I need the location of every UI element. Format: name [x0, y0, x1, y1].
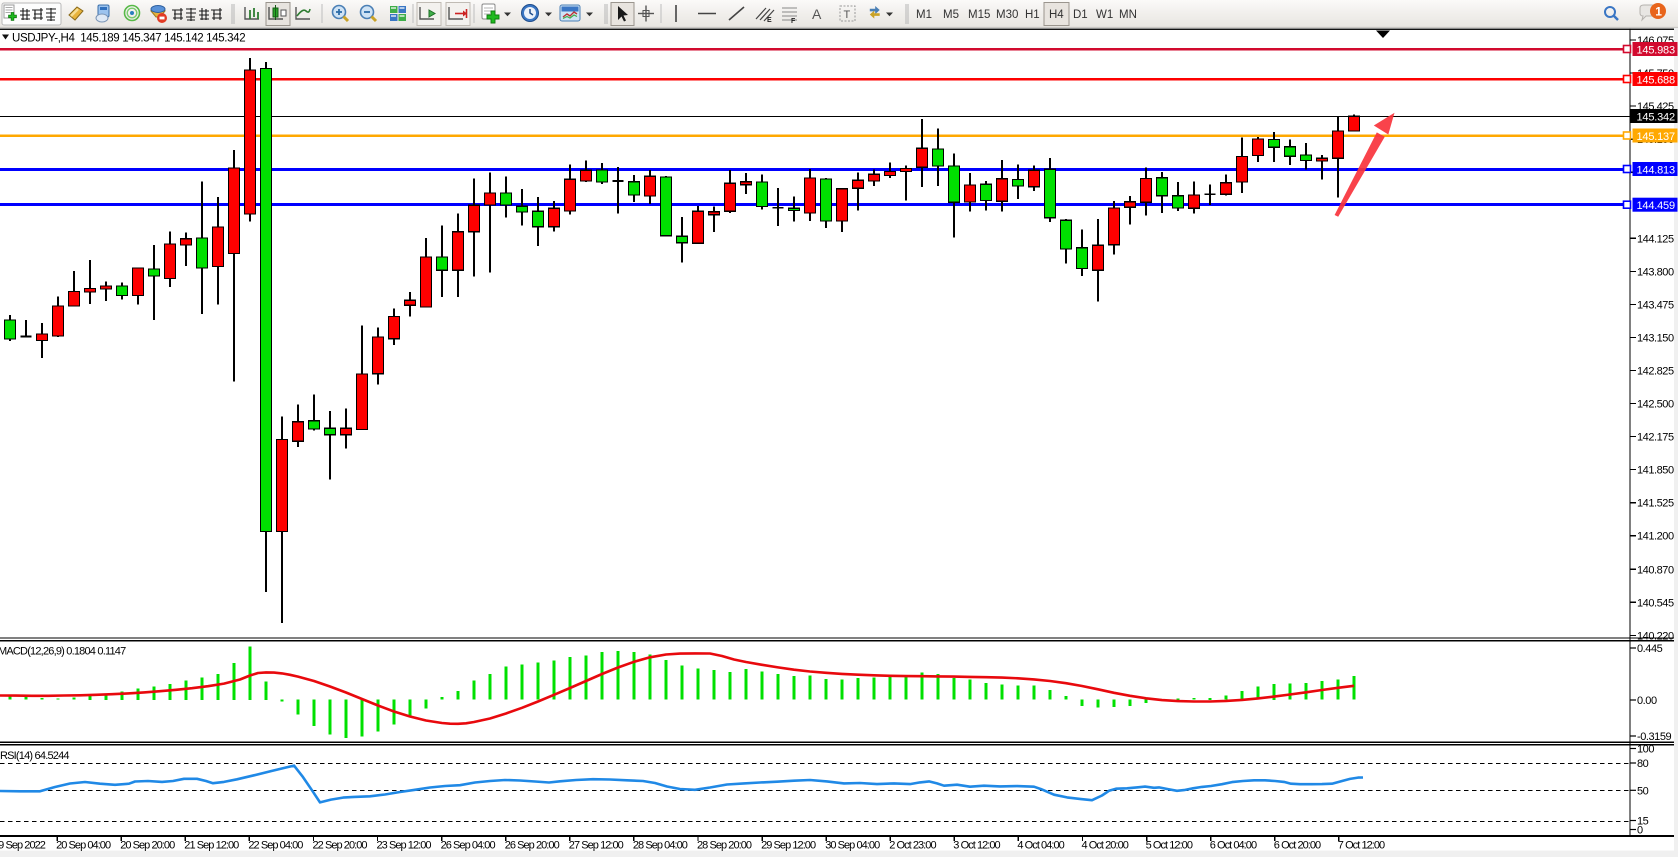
svg-text:80: 80 [1637, 758, 1649, 770]
svg-text:M30: M30 [996, 9, 1018, 21]
svg-text:6 Oct 20:00: 6 Oct 20:00 [1274, 840, 1321, 852]
svg-text:22 Sep 20:00: 22 Sep 20:00 [313, 840, 368, 852]
svg-text:143.800: 143.800 [1637, 266, 1674, 278]
svg-text:141.850: 141.850 [1637, 465, 1674, 477]
svg-text:140.870: 140.870 [1637, 564, 1674, 576]
svg-text:M1: M1 [916, 9, 932, 21]
svg-text:3 Oct 12:00: 3 Oct 12:00 [953, 840, 1000, 852]
svg-text:7 Oct 12:00: 7 Oct 12:00 [1338, 840, 1385, 852]
svg-text:A: A [812, 6, 822, 22]
svg-text:141.200: 141.200 [1637, 531, 1674, 543]
svg-text:19 Sep 2022: 19 Sep 2022 [0, 840, 46, 852]
svg-text:26 Sep 20:00: 26 Sep 20:00 [505, 840, 560, 852]
svg-text:F: F [791, 18, 796, 25]
svg-text:143.475: 143.475 [1637, 299, 1674, 311]
svg-text:0.00: 0.00 [1637, 695, 1657, 707]
svg-text:144.459: 144.459 [1637, 200, 1675, 212]
svg-text:H4: H4 [1049, 9, 1064, 21]
svg-text:RSI(14) 64.5244: RSI(14) 64.5244 [0, 750, 69, 762]
svg-text:H1: H1 [1025, 9, 1040, 21]
svg-text:142.175: 142.175 [1637, 432, 1674, 444]
svg-text:0: 0 [1637, 825, 1643, 837]
svg-text:21 Sep 12:00: 21 Sep 12:00 [184, 840, 239, 852]
svg-text:27 Sep 12:00: 27 Sep 12:00 [569, 840, 624, 852]
svg-text:15: 15 [1637, 816, 1649, 828]
svg-text:50: 50 [1637, 785, 1649, 797]
svg-text:30 Sep 04:00: 30 Sep 04:00 [825, 840, 880, 852]
svg-text:E: E [767, 17, 772, 24]
svg-text:141.525: 141.525 [1637, 498, 1674, 510]
svg-text:M15: M15 [968, 9, 990, 21]
svg-text:145.983: 145.983 [1637, 45, 1675, 57]
svg-text:-0.3159: -0.3159 [1637, 731, 1671, 743]
svg-text:20 Sep 20:00: 20 Sep 20:00 [120, 840, 175, 852]
svg-text:MN: MN [1119, 9, 1137, 21]
svg-text:T: T [844, 9, 851, 21]
svg-text:D1: D1 [1073, 9, 1088, 21]
svg-text:26 Sep 04:00: 26 Sep 04:00 [441, 840, 496, 852]
svg-text:140.545: 140.545 [1637, 597, 1674, 609]
svg-text:5 Oct 12:00: 5 Oct 12:00 [1146, 840, 1193, 852]
svg-text:4 Oct 04:00: 4 Oct 04:00 [1017, 840, 1064, 852]
svg-text:145.688: 145.688 [1637, 75, 1675, 87]
svg-text:23 Sep 12:00: 23 Sep 12:00 [377, 840, 432, 852]
svg-text:20 Sep 04:00: 20 Sep 04:00 [56, 840, 111, 852]
svg-text:100: 100 [1637, 744, 1654, 756]
svg-text:142.500: 142.500 [1637, 399, 1674, 411]
svg-text:1: 1 [1655, 5, 1662, 19]
svg-text:MACD(12,26,9) 0.1804 0.1147: MACD(12,26,9) 0.1804 0.1147 [0, 646, 126, 658]
svg-text:0.445: 0.445 [1637, 643, 1663, 655]
svg-text:140.220: 140.220 [1637, 630, 1674, 642]
svg-text:2 Oct 23:00: 2 Oct 23:00 [889, 840, 936, 852]
svg-text:144.125: 144.125 [1637, 233, 1674, 245]
svg-text:144.813: 144.813 [1637, 165, 1675, 177]
svg-text:4 Oct 20:00: 4 Oct 20:00 [1082, 840, 1129, 852]
svg-text:6 Oct 04:00: 6 Oct 04:00 [1210, 840, 1257, 852]
svg-text:145.342: 145.342 [1637, 112, 1675, 124]
svg-text:USDJPY-,H4 145.189 145.347 14: USDJPY-,H4 145.189 145.347 145.142 145.3… [12, 33, 245, 45]
svg-text:143.150: 143.150 [1637, 333, 1674, 345]
svg-text:29 Sep 12:00: 29 Sep 12:00 [761, 840, 816, 852]
svg-text:28 Sep 20:00: 28 Sep 20:00 [697, 840, 752, 852]
svg-text:28 Sep 04:00: 28 Sep 04:00 [633, 840, 688, 852]
svg-text:M5: M5 [943, 9, 959, 21]
svg-text:22 Sep 04:00: 22 Sep 04:00 [248, 840, 303, 852]
svg-text:145.137: 145.137 [1637, 131, 1675, 143]
svg-text:142.825: 142.825 [1637, 366, 1674, 378]
svg-text:W1: W1 [1096, 9, 1113, 21]
